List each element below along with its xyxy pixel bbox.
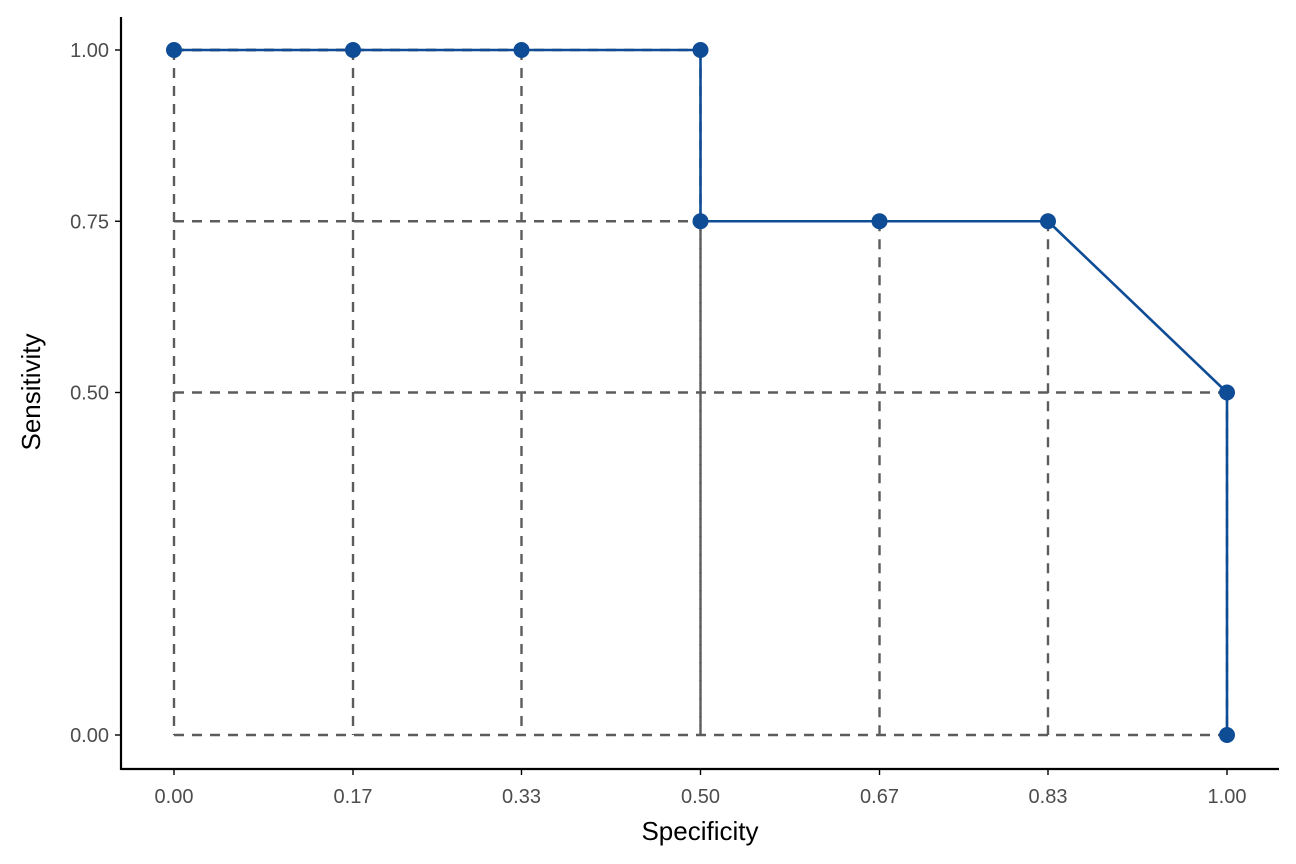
roc-point [166, 42, 182, 58]
series-layer [166, 42, 1235, 743]
x-tick-label: 0.00 [155, 786, 194, 808]
roc-point [692, 42, 709, 58]
y-tick-label: 0.50 [70, 383, 109, 405]
roc-point [1219, 384, 1235, 401]
roc-point [871, 213, 888, 230]
x-axis-title: Specificity [641, 816, 758, 846]
roc-point [692, 213, 709, 230]
roc-point [1219, 727, 1235, 743]
x-tick-label: 1.00 [1208, 786, 1247, 808]
x-axis-ticks: 0.00 0.17 0.33 0.50 0.67 0.83 1.00 [155, 769, 1247, 808]
roc-point [1039, 213, 1056, 230]
x-tick-label: 0.33 [502, 786, 541, 808]
y-tick-label: 0.00 [70, 725, 109, 747]
y-tick-label: 1.00 [70, 40, 109, 62]
y-axis-title: Sensitivity [16, 333, 46, 450]
x-tick-label: 0.83 [1029, 786, 1068, 808]
roc-point [513, 42, 530, 58]
x-tick-label: 0.50 [681, 786, 720, 808]
x-tick-label: 0.67 [860, 786, 899, 808]
roc-point [345, 42, 362, 58]
y-axis-ticks: 0.00 0.50 0.75 1.00 [70, 40, 121, 747]
y-tick-label: 0.75 [70, 211, 109, 233]
x-tick-label: 0.17 [334, 786, 373, 808]
